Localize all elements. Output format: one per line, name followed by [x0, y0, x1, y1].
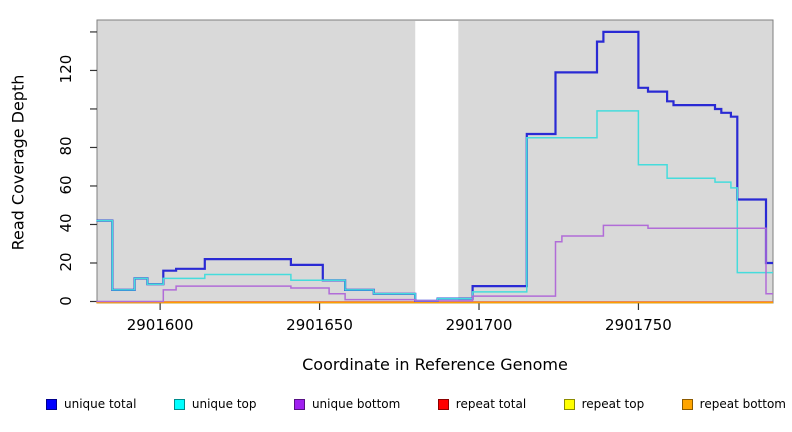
legend-swatch-unique-total-icon [46, 398, 57, 410]
legend-label: repeat top [581, 397, 645, 411]
legend-item-repeat-top: repeat top [563, 397, 645, 411]
x-tick-label: 2901650 [286, 316, 353, 334]
legend-label: unique total [64, 397, 137, 411]
legend-item-unique-total: unique total [46, 397, 136, 411]
y-tick-label: 60 [57, 175, 75, 195]
x-tick-label: 2901700 [445, 316, 513, 334]
y-tick-label: 0 [57, 295, 75, 306]
y-axis-title: Read Coverage Depth [8, 74, 28, 251]
legend-item-unique-bottom: unique bottom [293, 397, 401, 411]
y-tick-label: 80 [57, 136, 75, 156]
legend-swatch-repeat-total-icon [437, 398, 449, 410]
legend-swatch-unique-top-icon [173, 398, 185, 410]
y-tick-label: 120 [57, 55, 75, 84]
legend-item-repeat-bottom: repeat bottom [681, 397, 786, 411]
x-tick-label: 2901600 [126, 316, 194, 334]
legend-label: repeat total [455, 397, 527, 411]
x-tick-label: 2901750 [605, 316, 672, 334]
legend-swatch-repeat-bottom-icon [681, 398, 693, 410]
legend-swatch-repeat-top-icon [563, 398, 575, 410]
y-tick-label: 40 [57, 213, 75, 234]
legend-item-repeat-total: repeat total [437, 397, 527, 411]
legend-label: unique bottom [311, 397, 401, 411]
legend: unique total unique top unique bottom re… [46, 394, 786, 414]
legend-label: unique top [191, 397, 257, 411]
legend-item-unique-top: unique top [173, 397, 257, 411]
legend-label: repeat bottom [699, 397, 786, 411]
x-axis-title: Coordinate in Reference Genome [302, 355, 568, 374]
legend-swatch-unique-bottom-icon [293, 398, 305, 410]
y-tick-label: 20 [57, 252, 75, 272]
